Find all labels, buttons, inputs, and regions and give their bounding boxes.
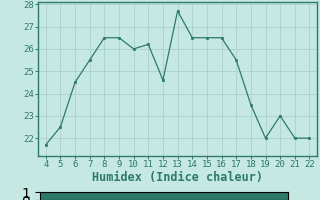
X-axis label: Humidex (Indice chaleur): Humidex (Indice chaleur) (92, 171, 263, 184)
